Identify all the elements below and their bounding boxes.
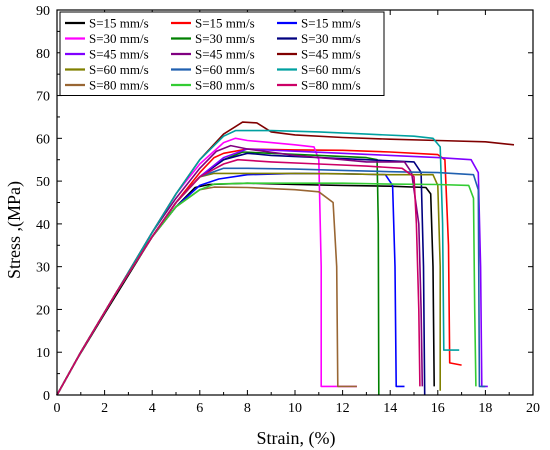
legend-label: S=30 mm/s [89, 31, 149, 46]
series-line-12 [56, 129, 460, 396]
x-tick-label: 16 [431, 401, 445, 416]
legend-label: S=30 mm/s [195, 31, 255, 46]
x-tick-label: 4 [149, 401, 156, 416]
x-tick-label: 0 [54, 401, 61, 416]
x-tick-label: 12 [336, 401, 350, 416]
y-tick-label: 0 [43, 389, 50, 404]
y-tick-label: 20 [36, 303, 50, 318]
legend-box [59, 11, 385, 96]
series-line-10 [56, 172, 441, 396]
x-tick-label: 18 [478, 401, 492, 416]
y-axis-title-group: Stress ,(MPa) [4, 181, 25, 279]
legend-label: S=15 mm/s [89, 16, 149, 31]
legend-label: S=60 mm/s [301, 62, 361, 77]
y-tick-label: 90 [36, 4, 50, 19]
y-tick-label: 30 [36, 261, 50, 276]
x-tick-label: 10 [288, 401, 302, 416]
y-tick-label: 50 [36, 175, 50, 190]
legend-label: S=80 mm/s [89, 78, 149, 93]
y-axis-title: Stress ,(MPa) [4, 181, 25, 279]
x-tick-label: 20 [526, 401, 540, 416]
legend: S=15 mm/s S=15 mm/s S=15 mm/sS=30 mm/s S=30… [59, 11, 385, 96]
y-tick-label: 60 [36, 132, 50, 147]
legend-label: S=45 mm/s [195, 47, 255, 62]
legend-label: S=45 mm/s [89, 47, 149, 62]
legend-label: S=30 mm/s [301, 31, 361, 46]
y-tick-label: 40 [36, 218, 50, 233]
x-tick-label: 14 [383, 401, 397, 416]
series-layer [56, 121, 515, 396]
y-tick-label: 80 [36, 47, 50, 62]
legend-label: S=60 mm/s [195, 62, 255, 77]
series-line-4 [56, 137, 357, 396]
x-tick-label: 2 [101, 401, 108, 416]
series-line-5 [56, 151, 380, 396]
x-tick-label: 8 [244, 401, 251, 416]
legend-label: S=15 mm/s [301, 16, 361, 31]
legend-label: S=60 mm/s [89, 62, 149, 77]
plot-frame [56, 9, 534, 396]
y-tick-label: 10 [36, 346, 50, 361]
legend-label: S=80 mm/s [195, 78, 255, 93]
legend-label: S=80 mm/s [301, 78, 361, 93]
y-tick-label: 70 [36, 90, 50, 105]
series-line-6 [56, 152, 426, 396]
series-line-13 [56, 186, 357, 396]
legend-label: S=45 mm/s [301, 47, 361, 62]
series-line-3 [56, 172, 405, 396]
series-line-15 [56, 158, 421, 396]
y-axis-ticks: 0 10 20 30 40 50 60 70 80 90 [36, 4, 533, 404]
legend-label: S=15 mm/s [195, 16, 255, 31]
x-axis-title: Strain, (%) [257, 428, 336, 449]
x-tick-label: 6 [196, 401, 203, 416]
